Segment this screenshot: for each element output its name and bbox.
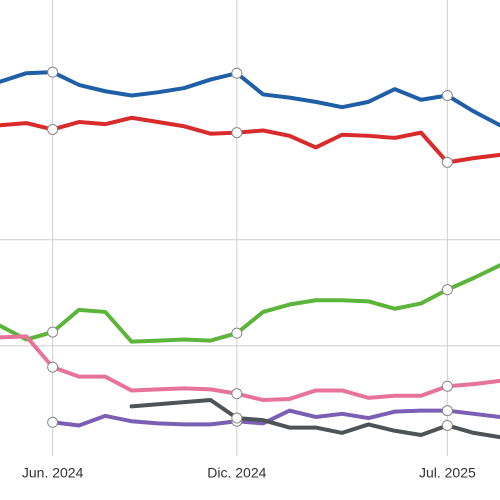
point-marker: [441, 156, 453, 168]
point-marker: [47, 326, 59, 338]
point-marker: [441, 380, 453, 392]
x-tick-label: Jul. 2025: [419, 465, 476, 481]
point-marker: [231, 388, 243, 400]
point-marker: [47, 416, 59, 428]
series-line: [50, 408, 500, 428]
series-line: [129, 398, 500, 440]
series-line: [0, 70, 500, 128]
point-marker: [441, 284, 453, 296]
point-marker: [441, 419, 453, 431]
point-marker: [47, 66, 59, 78]
point-marker: [441, 405, 453, 417]
point-marker: [441, 89, 453, 101]
series-line: [0, 334, 500, 403]
series-line: [0, 115, 500, 165]
x-tick-label: Jun. 2024: [22, 465, 84, 481]
x-tick-label: Dic. 2024: [207, 465, 266, 481]
point-marker: [231, 412, 243, 424]
point-marker: [231, 327, 243, 339]
point-marker: [231, 67, 243, 79]
point-marker: [47, 361, 59, 373]
point-marker: [47, 123, 59, 135]
point-marker: [231, 127, 243, 139]
series-line: [0, 263, 500, 344]
